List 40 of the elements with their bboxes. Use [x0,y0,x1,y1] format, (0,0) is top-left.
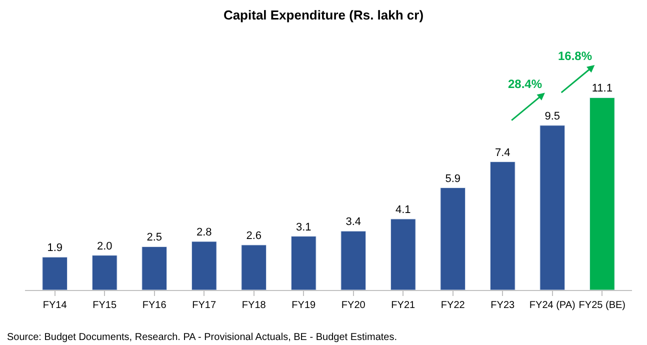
chart-title: Capital Expenditure (Rs. lakh cr) [223,7,424,22]
bar [440,188,466,290]
data-label: 2.6 [246,230,262,242]
x-tick-label: FY20 [341,300,366,311]
bar [142,246,168,290]
bar [390,218,416,290]
data-label: 4.1 [395,204,411,216]
data-label: 3.1 [296,221,312,234]
text: 28.4% [508,77,542,91]
bar [241,244,267,290]
source-note: Source: Budget Documents, Research. PA - Provisional Actuals, BE - Budget Estimates. [7,332,397,343]
data-label: 3.4 [346,216,362,228]
x-tick-label: FY16 [142,300,167,311]
x-tick-label: FY17 [192,300,216,311]
data-label: 7.4 [494,146,510,159]
data-label: 2.0 [96,240,112,252]
x-tick-label: FY14 [42,300,68,311]
x-tick-label: FY23 [490,300,516,311]
x-tick-label: FY22 [440,300,466,311]
data-label: 11.1 [592,82,612,95]
bar [290,236,316,290]
bar [42,256,68,290]
bar [92,255,118,290]
bar [191,241,217,290]
x-tick-label: FY24 (PA) [529,300,576,311]
bar [540,125,566,290]
data-label: 9.5 [544,110,560,122]
data-label: 5.9 [445,172,461,185]
x-tick-label: FY25 (BE) [578,300,626,311]
x-tick-label: FY18 [242,300,266,311]
bar [490,162,516,290]
data-label: 1.9 [47,242,62,254]
x-tick-label: FY21 [391,300,416,311]
bar [589,97,615,290]
data-label: 2.5 [146,232,162,244]
x-tick-label: FY19 [292,300,316,311]
x-tick-label: FY15 [92,300,117,311]
data-label: 2.8 [196,226,212,238]
bar [340,230,366,290]
text: 16.8% [558,49,592,63]
